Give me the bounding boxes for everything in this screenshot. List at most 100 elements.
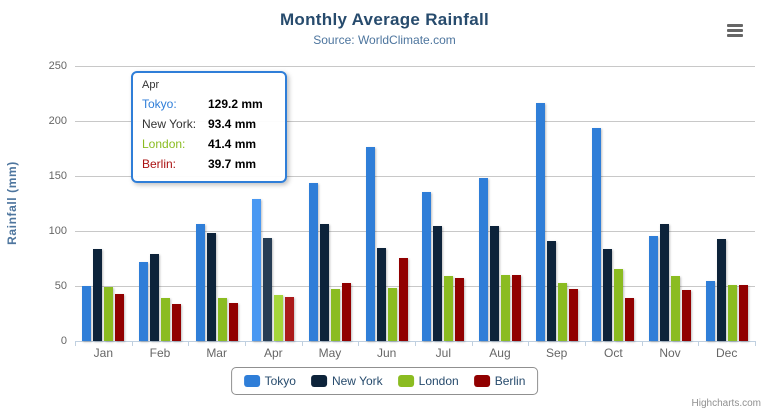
x-axis-tick	[415, 341, 416, 346]
bar-berlin-mar[interactable]	[228, 303, 238, 341]
bar-berlin-nov[interactable]	[682, 289, 691, 341]
legend-label: Tokyo	[264, 374, 296, 388]
bar-berlin-sep[interactable]	[568, 288, 578, 341]
x-axis-tick	[698, 341, 700, 346]
gridline	[75, 286, 755, 287]
gridline	[75, 121, 755, 122]
bar-tokyo-aug[interactable]	[479, 177, 488, 341]
bar-berlin-may[interactable]	[342, 283, 351, 341]
bar-berlin-dec[interactable]	[738, 284, 748, 341]
chart-title: Monthly Average Rainfall	[279, 10, 490, 29]
bar-new-york-feb[interactable]	[150, 254, 159, 341]
legend-item-new-york[interactable]: New York	[310, 374, 383, 388]
x-axis-category-label: Jan	[93, 346, 113, 360]
legend-item-london[interactable]: London	[397, 374, 459, 388]
y-axis-title: Rainfall (mm)	[5, 161, 19, 245]
bar-tokyo-may[interactable]	[309, 182, 318, 341]
x-axis-tick	[358, 341, 360, 346]
gridline	[75, 231, 755, 232]
bar-london-feb[interactable]	[161, 298, 170, 341]
bar-new-york-apr[interactable]	[263, 238, 273, 341]
legend-swatch-icon	[473, 375, 490, 387]
x-axis-category-label: Dec	[715, 346, 738, 360]
y-axis-tick-label: 150	[48, 170, 67, 182]
bar-new-york-jan[interactable]	[93, 249, 103, 341]
legend-item-tokyo[interactable]: Tokyo	[243, 374, 296, 388]
x-axis-category-label: Jul	[435, 346, 451, 360]
bar-london-jan[interactable]	[104, 287, 114, 341]
x-axis-category-label: May	[318, 346, 342, 360]
bar-berlin-jan[interactable]	[115, 294, 125, 341]
bar-berlin-feb[interactable]	[172, 304, 181, 341]
legend-item-berlin[interactable]: Berlin	[473, 374, 526, 388]
x-axis-tick	[75, 341, 76, 346]
legend-label: Berlin	[494, 374, 526, 388]
plot-area	[75, 66, 755, 342]
bar-tokyo-jun[interactable]	[365, 147, 375, 341]
bar-berlin-jul[interactable]	[455, 277, 465, 341]
bar-london-jul[interactable]	[444, 276, 454, 341]
x-axis-tick	[188, 341, 190, 346]
bar-new-york-may[interactable]	[320, 224, 329, 341]
hamburger-menu-icon[interactable]	[725, 19, 749, 41]
bar-new-york-dec[interactable]	[716, 239, 726, 341]
bar-berlin-jun[interactable]	[398, 257, 408, 341]
x-axis-category-label: Nov	[659, 346, 681, 360]
x-axis-tick	[528, 341, 530, 346]
bar-tokyo-oct[interactable]	[592, 127, 602, 341]
x-axis-category-label: Apr	[263, 346, 283, 360]
x-axis-category-label: Aug	[489, 346, 511, 360]
bar-new-york-aug[interactable]	[490, 226, 499, 341]
bar-berlin-apr[interactable]	[285, 297, 295, 341]
bar-tokyo-feb[interactable]	[139, 262, 148, 341]
x-axis-category-label: Sep	[545, 346, 568, 360]
x-axis-category-label: Oct	[603, 346, 623, 360]
x-axis-category-label: Feb	[149, 346, 171, 360]
bar-berlin-oct[interactable]	[625, 298, 635, 341]
bar-london-oct[interactable]	[614, 269, 624, 341]
bar-berlin-aug[interactable]	[512, 274, 521, 341]
bar-london-may[interactable]	[331, 289, 340, 341]
y-axis-tick-label: 200	[48, 115, 67, 127]
x-axis-tick	[131, 341, 133, 346]
bar-london-apr[interactable]	[274, 295, 284, 341]
x-axis-tick	[301, 341, 303, 346]
y-axis-tick-label: 0	[60, 335, 67, 347]
bar-london-aug[interactable]	[501, 275, 510, 341]
x-axis-category-label: Jun	[376, 346, 397, 360]
bar-tokyo-jan[interactable]	[82, 286, 92, 341]
bar-tokyo-sep[interactable]	[535, 102, 545, 341]
legend-swatch-icon	[243, 375, 260, 387]
gridline	[75, 66, 755, 67]
gridline	[75, 176, 755, 177]
legend-swatch-icon	[310, 375, 327, 387]
bar-new-york-mar[interactable]	[206, 232, 216, 341]
legend-label: New York	[331, 374, 383, 388]
bar-tokyo-jul[interactable]	[422, 191, 432, 341]
legend-swatch-icon	[397, 375, 414, 387]
x-axis-tick	[641, 341, 643, 346]
bar-tokyo-mar[interactable]	[195, 223, 205, 341]
bar-london-jun[interactable]	[387, 287, 397, 341]
bar-tokyo-dec[interactable]	[705, 281, 715, 341]
x-axis-tick	[755, 341, 756, 346]
bar-london-sep[interactable]	[557, 283, 567, 341]
bar-new-york-oct[interactable]	[603, 249, 613, 341]
bar-london-dec[interactable]	[727, 284, 737, 341]
bar-new-york-jul[interactable]	[433, 225, 443, 341]
bar-tokyo-nov[interactable]	[649, 235, 658, 341]
x-axis-category-label: Mar	[206, 346, 227, 360]
y-axis-tick-label: 50	[54, 280, 67, 292]
y-axis-tick-label: 250	[48, 60, 67, 72]
bar-tokyo-apr[interactable]	[252, 198, 262, 341]
x-axis-tick	[585, 341, 586, 346]
bar-new-york-jun[interactable]	[376, 248, 386, 341]
bar-new-york-sep[interactable]	[546, 240, 556, 341]
bar-new-york-nov[interactable]	[660, 223, 669, 341]
bar-london-mar[interactable]	[217, 297, 227, 341]
credits-link[interactable]: Highcharts.com	[691, 398, 761, 409]
y-axis-tick-label: 100	[48, 225, 67, 237]
bar-london-nov[interactable]	[671, 275, 680, 341]
x-axis-tick	[245, 341, 246, 346]
